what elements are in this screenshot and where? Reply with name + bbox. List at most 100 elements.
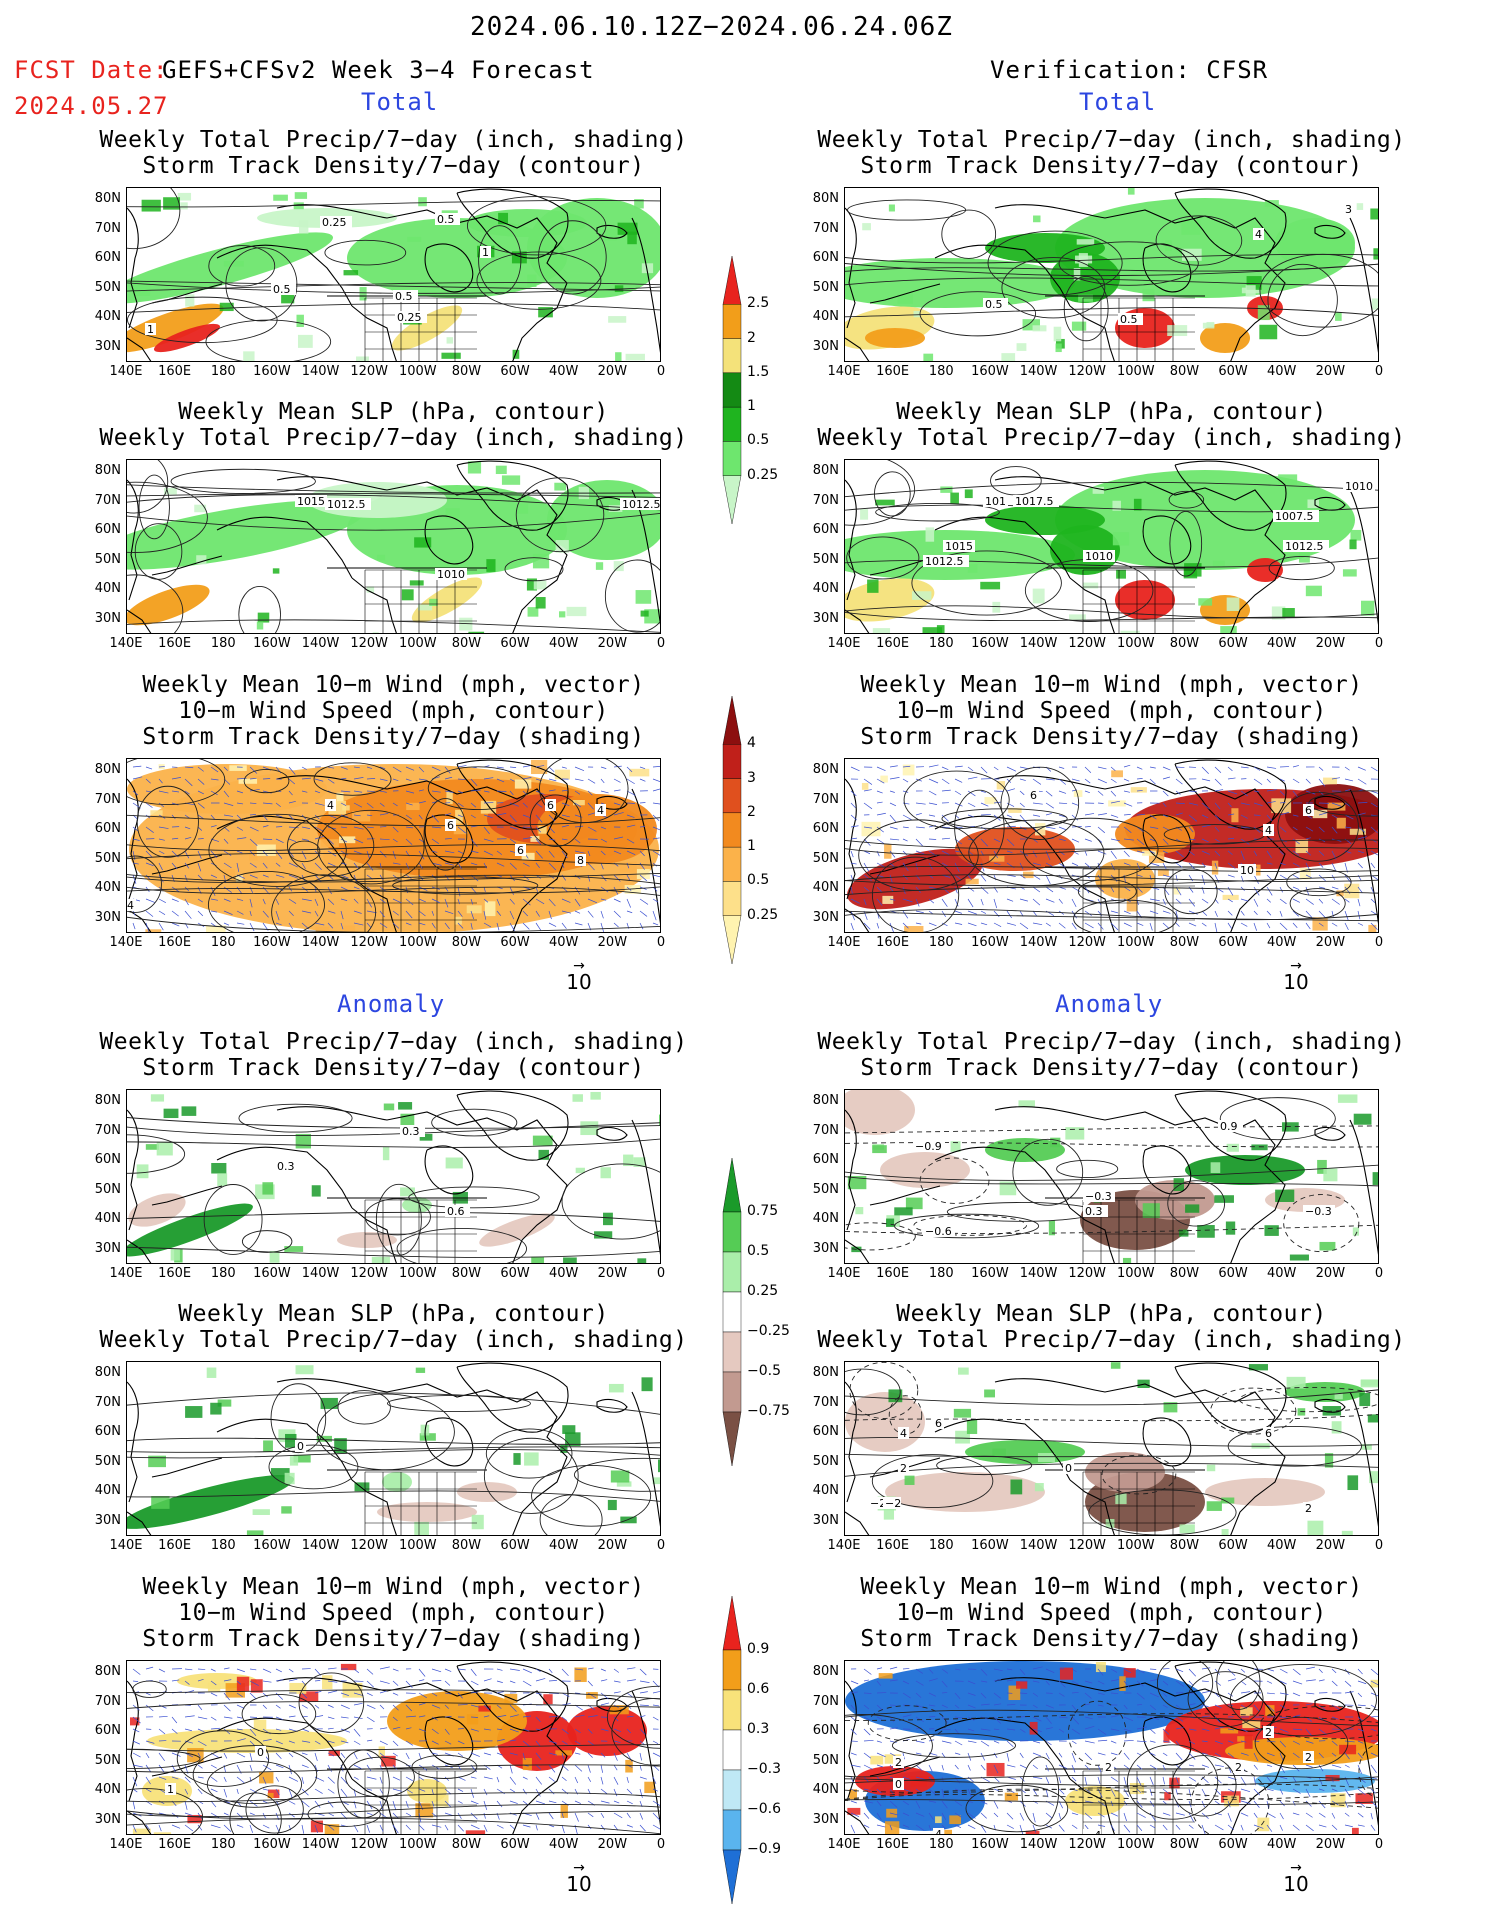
lon-label: 140W [301, 935, 340, 950]
contour-label: 0.5 [1120, 313, 1138, 326]
contours [127, 759, 660, 932]
lat-label: 50N [94, 850, 121, 866]
lon-label: 160W [971, 636, 1009, 651]
lat-label: 80N [812, 1365, 839, 1380]
lat-label: 40N [94, 309, 121, 324]
lon-label: 140E [109, 935, 143, 950]
lat-label: 30N [94, 909, 121, 925]
lat-label: 50N [94, 551, 121, 567]
lon-label: 100W [1116, 1538, 1155, 1553]
contours [127, 188, 660, 361]
colorbar-storm-total-label: 2 [747, 803, 756, 820]
shading [845, 1362, 1378, 1535]
lon-label: 140W [301, 1538, 340, 1553]
colorbar-precip-total-label: 1.5 [747, 363, 770, 380]
colorbar-storm-total-label: 1 [747, 838, 756, 855]
lat-label: 80N [94, 463, 121, 478]
colorbar-storm-anom-label: 0.6 [747, 1681, 770, 1697]
anomaly-section-right: Anomaly [1055, 990, 1164, 1018]
lon-label: 20W [597, 1266, 628, 1281]
lon-label: 40W [1267, 1837, 1297, 1852]
lat-label: 80N [812, 191, 839, 206]
panel-title-l4: Weekly Total Precip/7−day (inch, shading… [99, 1029, 688, 1081]
lon-label: 40W [549, 1266, 579, 1281]
lat-label: 50N [812, 1752, 839, 1768]
lat-label: 80N [94, 1664, 121, 1679]
contour-label: 2 [1105, 1761, 1112, 1774]
lat-label: 50N [812, 1181, 839, 1197]
contour-label: 2 [1305, 1751, 1312, 1764]
lon-label: 20W [597, 1837, 628, 1852]
vector-ref-l6: → 10 [566, 1860, 592, 1896]
coastlines [845, 1661, 1378, 1834]
lon-label: 60W [1218, 1538, 1248, 1553]
contour-label: 0.3 [402, 1125, 420, 1138]
lon-label: 20W [1315, 1538, 1346, 1553]
lat-label: 80N [812, 463, 839, 478]
lat-label: 80N [94, 1093, 121, 1108]
colorbar-precip-anom-label: −0.5 [747, 1363, 781, 1379]
lon-label: 140W [301, 636, 340, 651]
lon-label: 100W [1116, 364, 1155, 379]
contours [127, 460, 660, 633]
lon-label: 120W [1068, 1266, 1106, 1281]
shading [845, 1661, 1378, 1834]
colorbar-storm-anom-label: 0.9 [747, 1641, 770, 1657]
lon-label: 100W [1116, 935, 1155, 950]
colorbar-storm-anom-label: −0.6 [747, 1801, 781, 1817]
lon-label: 160E [876, 1266, 910, 1281]
coastlines [127, 1362, 660, 1535]
colorbar-precip-anom-label: 0.75 [747, 1203, 779, 1219]
lon-label: 120W [350, 1538, 388, 1553]
colorbar-precip-anom-wrap [721, 1157, 743, 1471]
contour-label: 0.25 [322, 216, 347, 229]
lon-label: 160W [253, 935, 291, 950]
lon-label: 140E [109, 1837, 143, 1852]
lat-label: 50N [812, 850, 839, 866]
lon-label: 140E [109, 364, 143, 379]
lat-label: 50N [812, 1453, 839, 1469]
lat-label: 70N [94, 492, 121, 508]
lon-label: 100W [1116, 636, 1155, 651]
lon-label: 100W [398, 1837, 437, 1852]
lon-label: 160E [876, 636, 910, 651]
lon-label: 160W [971, 935, 1009, 950]
contour-label: 6 [935, 1417, 942, 1430]
contour-label: 0 [895, 1778, 902, 1791]
map-l4: 0.3 0.3 0.6 [126, 1089, 661, 1264]
lat-label: 70N [94, 1394, 121, 1410]
lon-label: 80W [1169, 935, 1200, 950]
lon-label: 40W [1267, 1266, 1297, 1281]
lon-label: 100W [1116, 1266, 1155, 1281]
lon-label: 180 [928, 1266, 954, 1281]
lon-label: 120W [350, 1837, 388, 1852]
lon-label: 140W [1019, 636, 1058, 651]
contour-label: 1012.5 [622, 498, 661, 511]
lon-label: 60W [1218, 1266, 1248, 1281]
lat-label: 50N [812, 279, 839, 295]
lat-label: 40N [94, 1782, 121, 1797]
lon-label: 140E [827, 1266, 861, 1281]
lon-label: 140E [827, 1538, 861, 1553]
lon-label: 40W [1267, 364, 1297, 379]
colorbar-precip-total-wrap [721, 255, 743, 529]
contour-label: 0.25 [397, 311, 422, 324]
lat-label: 60N [94, 1152, 121, 1167]
contour-label: 0.5 [273, 283, 291, 296]
lon-label: 80W [451, 1266, 482, 1281]
lon-label: 140E [109, 1538, 143, 1553]
colorbar-precip-anom-label: 0.25 [747, 1283, 779, 1299]
contour-label: 1012.5 [327, 498, 366, 511]
contour-label: 0 [257, 1746, 264, 1759]
lon-label: 0 [1374, 1266, 1384, 1281]
map-r6: 2 2 2 0 2 2 4 −4 [844, 1660, 1379, 1835]
lon-label: 160W [253, 1837, 291, 1852]
contour-label: 1012.5 [925, 555, 964, 568]
lon-label: 0 [656, 636, 666, 651]
contour-label: −0.3 [1305, 1205, 1332, 1218]
lon-label: 120W [1068, 364, 1106, 379]
contour-label: 10 [1240, 864, 1254, 877]
lon-label: 140E [109, 636, 143, 651]
lon-label: 180 [210, 935, 236, 950]
lon-label: 20W [597, 1538, 628, 1553]
